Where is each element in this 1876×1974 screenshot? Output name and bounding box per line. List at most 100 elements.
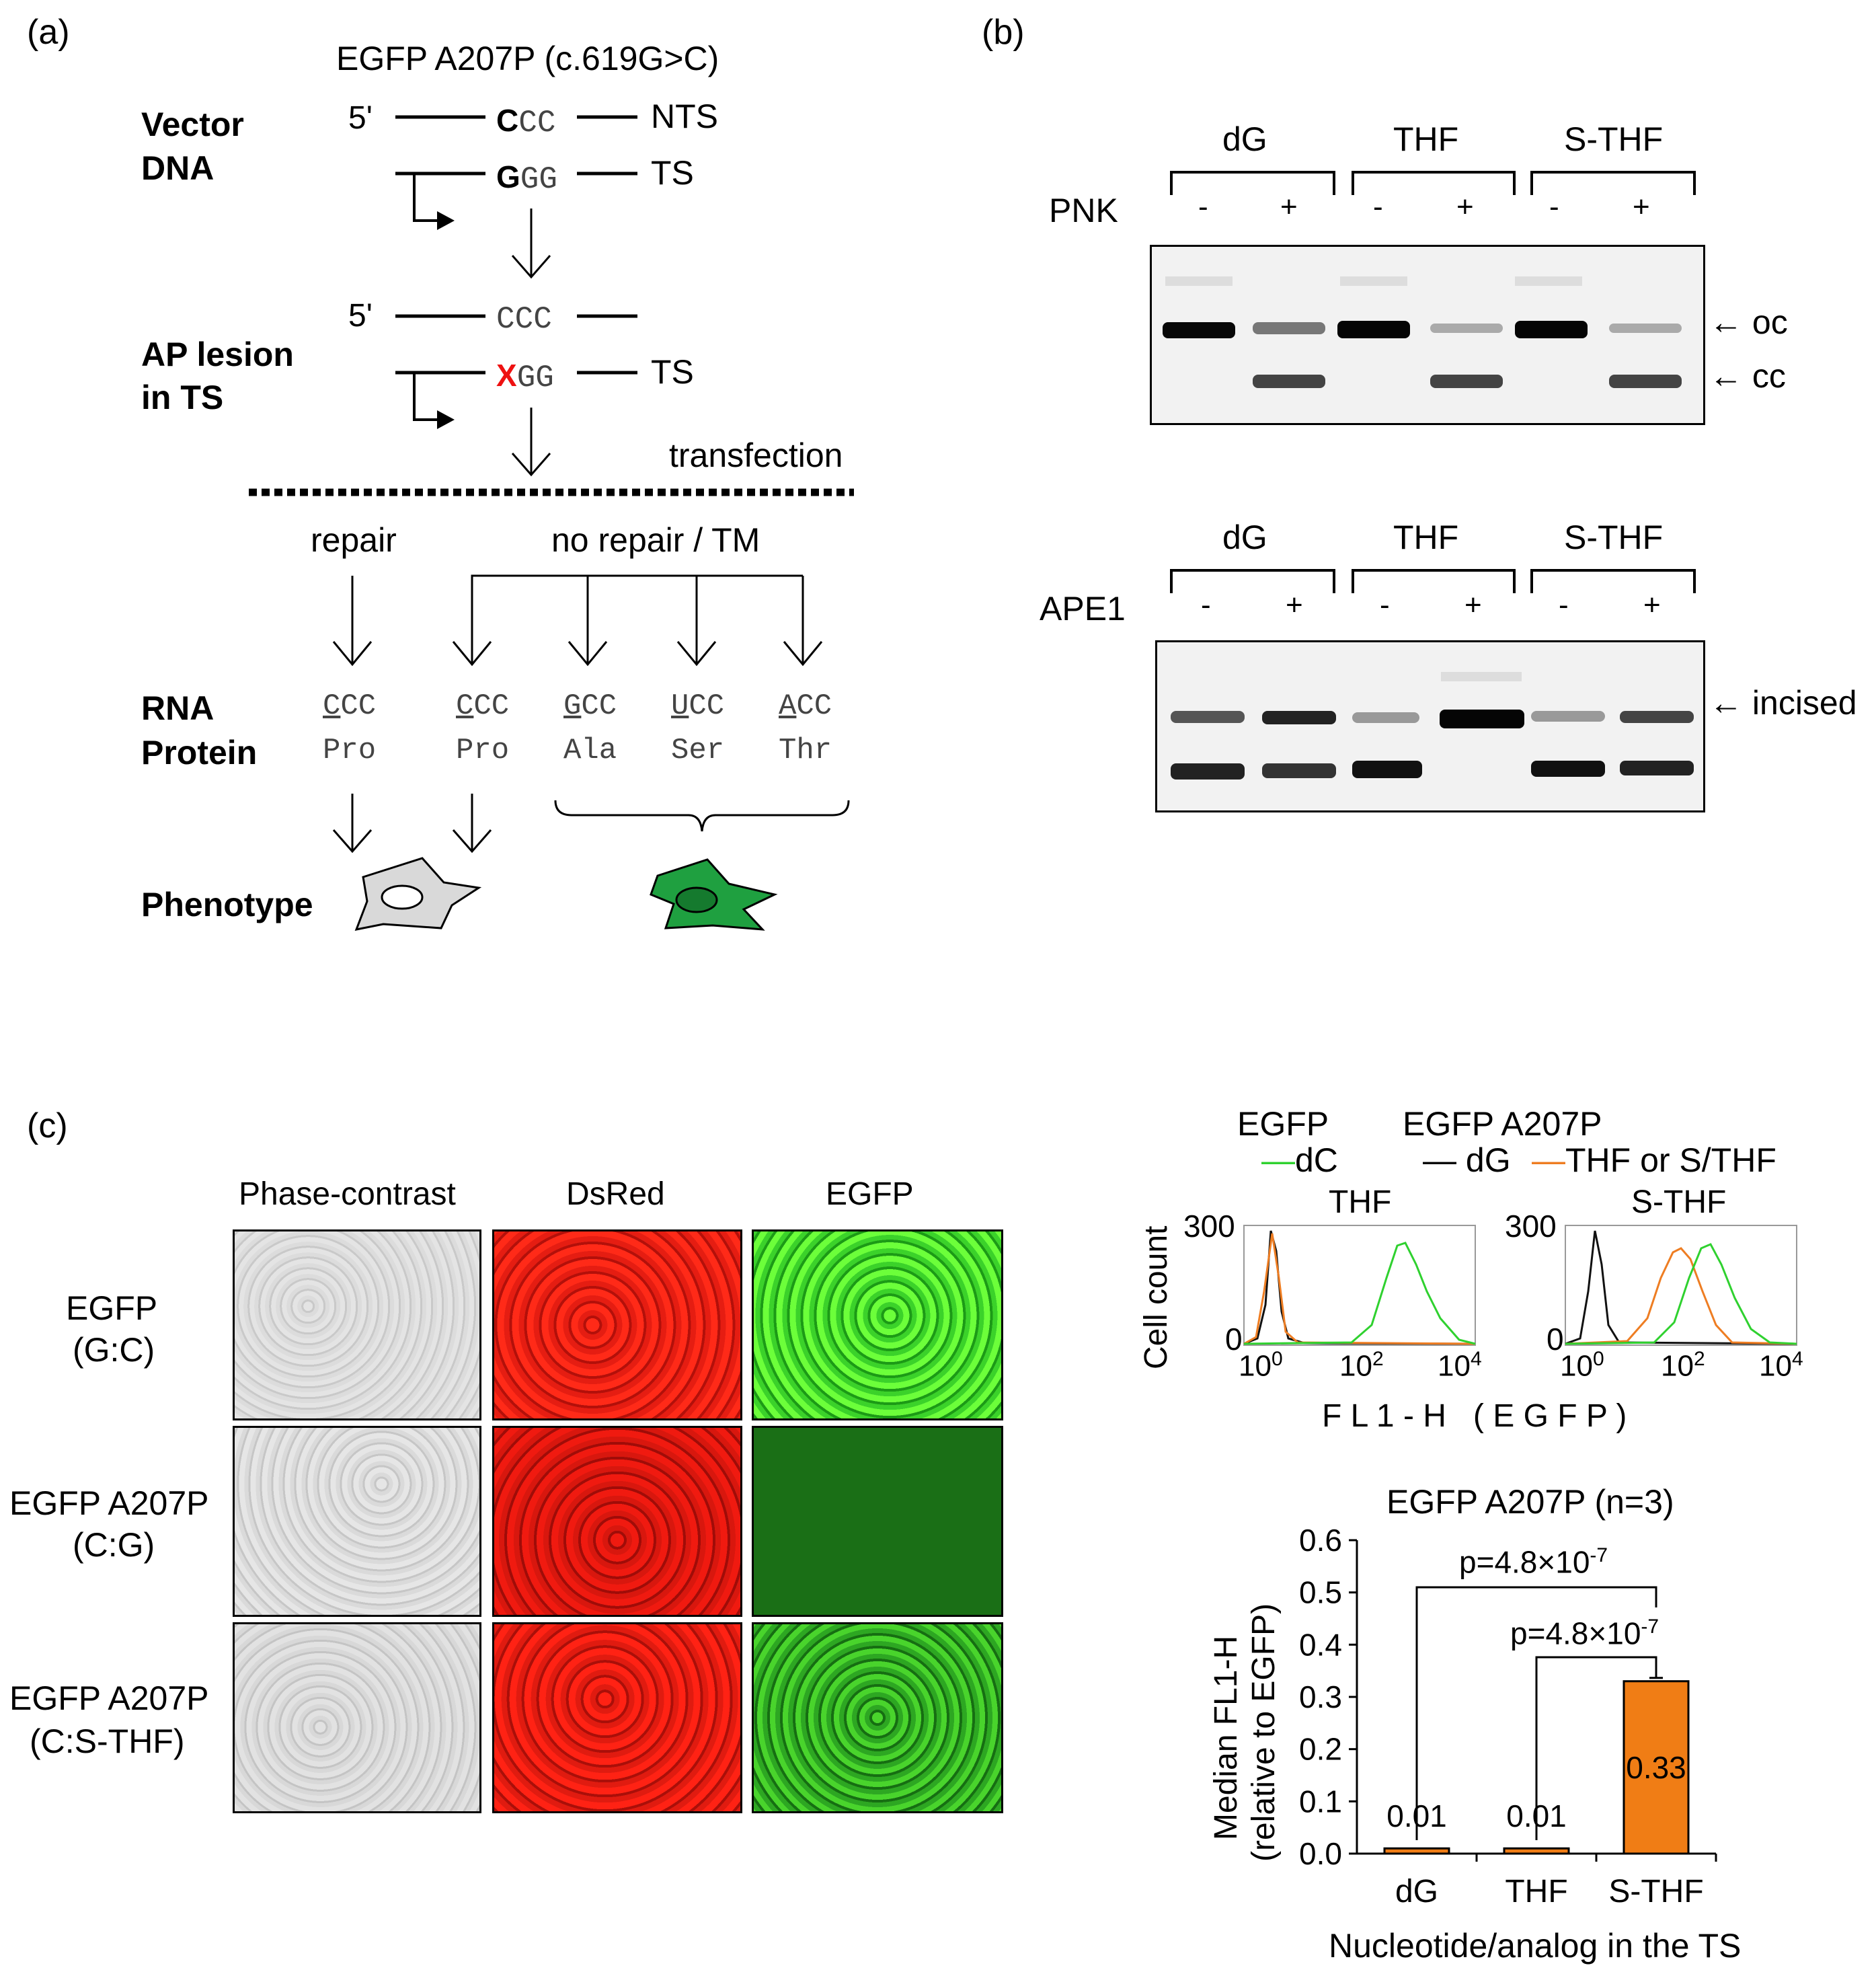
row-label-2a: EGFP A207P <box>9 1484 209 1522</box>
col-header-dsred: DsRed <box>566 1176 665 1212</box>
flow-legend-dc: —dC <box>1261 1141 1338 1179</box>
flow-legend-thf: —THF or S/THF <box>1532 1141 1776 1179</box>
y-tick-label: 0.1 <box>1299 1784 1342 1819</box>
y-tick-label: 0.4 <box>1299 1627 1342 1662</box>
panel-a-diagram <box>249 115 854 932</box>
x-tick-label: S-THF <box>1608 1874 1703 1909</box>
bar <box>1503 1847 1570 1855</box>
significance-bracket <box>1535 1656 1657 1840</box>
panel-a-label: (a) <box>27 13 70 52</box>
codon-4: UCC <box>671 689 725 723</box>
flow-plot-frame-sthf <box>1565 1225 1797 1346</box>
micrograph-phase-contrast <box>233 1229 481 1420</box>
green-cell-nucleus <box>675 886 718 913</box>
protein-label: Protein <box>141 734 258 771</box>
rna-label: RNA <box>141 689 214 727</box>
y-tick-label: 0.3 <box>1299 1679 1342 1714</box>
top-strand-codon: CCC <box>496 103 556 141</box>
promoter-2 <box>413 373 444 421</box>
flow-ymax-1: 300 <box>1183 1209 1235 1244</box>
aa-1: Pro <box>323 734 377 767</box>
flow-ymin-2: 0 <box>1547 1322 1564 1357</box>
flow-legend-dg: — dG <box>1423 1141 1511 1179</box>
pnk-group-sthf: S-THF <box>1564 120 1664 158</box>
gel-band <box>1163 322 1235 338</box>
gel-band <box>1171 711 1245 723</box>
gel-band <box>1352 712 1419 723</box>
ts-label-2: TS <box>651 353 694 391</box>
gel-band <box>1430 375 1503 388</box>
ap-top-codon: CCC <box>496 302 552 337</box>
ap-lesion-label-1: AP lesion <box>141 336 294 373</box>
five-prime-label: 5' <box>348 100 373 136</box>
panel-c-label: (c) <box>27 1106 68 1145</box>
pnk-row-label: PNK <box>1049 192 1118 229</box>
gel-band <box>1620 711 1694 723</box>
ape1-sign-1: - <box>1201 589 1211 621</box>
gel-band <box>1620 761 1694 775</box>
gel-band <box>1253 375 1325 388</box>
aa-4: Ser <box>671 734 725 767</box>
promoter-arrowhead-2 <box>437 410 455 429</box>
ape1-sign-6: + <box>1643 589 1661 621</box>
repair-label: repair <box>311 521 397 559</box>
aa-5: Thr <box>779 734 832 767</box>
pvalue-label-2: p=4.8×10-7 <box>1510 1616 1659 1651</box>
mutant-brace <box>554 800 850 832</box>
gel-band <box>1430 324 1503 333</box>
aa-2: Pro <box>456 734 510 767</box>
five-prime-label-2: 5' <box>348 298 373 334</box>
ape1-group-thf: THF <box>1393 519 1459 556</box>
gel-band <box>1262 711 1336 724</box>
bar-chart-ylabel-2: (relative to EGFP) <box>1246 1603 1282 1862</box>
ape1-group-sthf: S-THF <box>1564 519 1664 556</box>
gel-band <box>1515 321 1588 338</box>
flow-curve-thf <box>1243 1233 1476 1345</box>
micrograph-egfp <box>752 1229 1003 1420</box>
micrograph-phase-contrast <box>233 1622 481 1813</box>
flow-plot-frame-thf <box>1243 1225 1476 1346</box>
pnk-sign-6: + <box>1633 190 1650 223</box>
ape1-gel-image <box>1155 640 1705 812</box>
pnk-sign-5: - <box>1549 190 1559 223</box>
bottom-strand-codon: GGG <box>496 159 557 197</box>
pnk-bracket-dg <box>1170 171 1335 195</box>
phenotype-label: Phenotype <box>141 886 313 923</box>
codon-1: CCC <box>323 689 377 723</box>
bar-chart-title: EGFP A207P (n=3) <box>1386 1483 1674 1521</box>
pnk-sign-2: + <box>1280 190 1298 223</box>
promoter-arrowhead-1 <box>437 211 455 230</box>
ap-site-marker: X <box>496 358 517 393</box>
no-repair-label: no repair / TM <box>551 521 760 559</box>
panel-b-label: (b) <box>982 13 1025 52</box>
gel-band <box>1609 375 1682 388</box>
flow-panel-title-thf: THF <box>1329 1184 1392 1220</box>
ap-lesion-label-2: in TS <box>141 379 224 416</box>
flow-ymin-1: 0 <box>1225 1322 1243 1357</box>
ape1-sign-4: + <box>1464 589 1482 621</box>
row-label-1b: (G:C) <box>73 1331 155 1369</box>
flow-xtick: 100 <box>1560 1348 1604 1383</box>
flow-ymax-2: 300 <box>1505 1209 1557 1244</box>
micrograph-dsred <box>492 1229 742 1420</box>
ape1-bracket-dg <box>1170 569 1335 593</box>
flow-curve-dg <box>1565 1230 1797 1345</box>
pnk-group-thf: THF <box>1393 120 1459 158</box>
gel-band <box>1171 763 1245 780</box>
pnk-sign-3: - <box>1373 190 1383 223</box>
gel-band <box>1262 763 1336 778</box>
x-tick-label: dG <box>1395 1874 1438 1909</box>
aa-3: Ala <box>563 734 617 767</box>
y-tick-label: 0.2 <box>1299 1732 1342 1767</box>
vector-label-1: Vector <box>141 106 244 143</box>
gel-band <box>1531 761 1605 777</box>
nts-label: NTS <box>651 98 718 135</box>
bar <box>1623 1680 1690 1855</box>
pnk-sign-1: - <box>1198 190 1208 223</box>
row-label-1a: EGFP <box>66 1289 158 1327</box>
ape1-sign-2: + <box>1286 589 1303 621</box>
bar-chart-ylabel-1: Median FL1-H <box>1208 1635 1244 1840</box>
row-label-3b: (C:S-THF) <box>30 1722 185 1760</box>
gel-band <box>1609 324 1682 333</box>
flow-ylabel: Cell count <box>1138 1225 1174 1369</box>
